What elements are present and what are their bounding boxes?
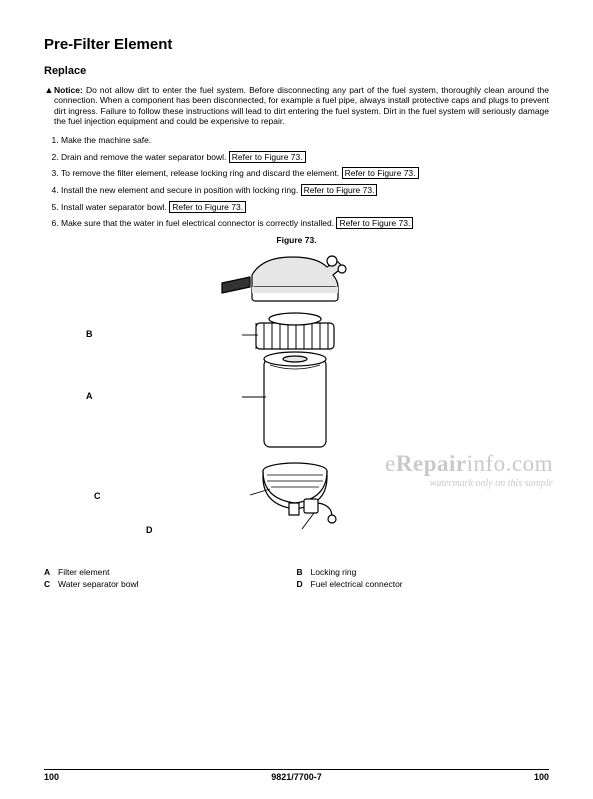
list-item: Make sure that the water in fuel electri… (61, 218, 549, 229)
legend: AFilter element CWater separator bowl BL… (44, 567, 549, 590)
callout-a: A (86, 391, 93, 402)
legend-label: Water separator bowl (58, 579, 138, 590)
legend-key: D (297, 579, 311, 590)
step-text: Make the machine safe. (61, 135, 151, 145)
step-text: Drain and remove the water separator bow… (61, 152, 229, 162)
legend-label: Locking ring (311, 567, 357, 578)
filter-diagram (192, 247, 402, 547)
legend-key: B (297, 567, 311, 578)
callout-b: B (86, 329, 93, 340)
figure-caption: Figure 73. (44, 235, 549, 246)
legend-label: Filter element (58, 567, 110, 578)
figure-reference: Refer to Figure 73. (336, 217, 413, 229)
list-item: To remove the filter element, release lo… (61, 168, 549, 179)
legend-item: CWater separator bowl (44, 579, 297, 590)
legend-key: A (44, 567, 58, 578)
list-item: Drain and remove the water separator bow… (61, 152, 549, 163)
legend-item: AFilter element (44, 567, 297, 578)
legend-item: BLocking ring (297, 567, 550, 578)
notice-block: ▲ Notice: Do not allow dirt to enter the… (44, 85, 549, 128)
list-item: Make the machine safe. (61, 135, 549, 146)
legend-label: Fuel electrical connector (311, 579, 403, 590)
notice-body: Do not allow dirt to enter the fuel syst… (54, 85, 549, 127)
footer-left: 100 (44, 772, 59, 783)
page-footer: 100 9821/7700-7 100 (44, 769, 549, 783)
footer-center: 9821/7700-7 (271, 772, 322, 783)
list-item: Install water separator bowl. Refer to F… (61, 202, 549, 213)
step-text: To remove the filter element, release lo… (61, 168, 342, 178)
step-text: Install the new element and secure in po… (61, 185, 301, 195)
footer-right: 100 (534, 772, 549, 783)
figure: B A C D (44, 247, 549, 557)
warning-icon: ▲ (44, 85, 54, 95)
notice-label: Notice: (54, 85, 83, 95)
callout-c: C (94, 491, 101, 502)
figure-reference: Refer to Figure 73. (229, 151, 306, 163)
page-title: Pre-Filter Element (44, 36, 549, 55)
section-heading: Replace (44, 65, 549, 79)
steps-list: Make the machine safe. Drain and remove … (44, 135, 549, 229)
step-text: Install water separator bowl. (61, 202, 169, 212)
figure-reference: Refer to Figure 73. (301, 184, 378, 196)
figure-reference: Refer to Figure 73. (169, 201, 246, 213)
notice-text: Notice: Do not allow dirt to enter the f… (54, 85, 549, 128)
legend-item: DFuel electrical connector (297, 579, 550, 590)
step-text: Make sure that the water in fuel electri… (61, 218, 336, 228)
list-item: Install the new element and secure in po… (61, 185, 549, 196)
legend-key: C (44, 579, 58, 590)
callout-d: D (146, 525, 153, 536)
figure-reference: Refer to Figure 73. (342, 167, 419, 179)
